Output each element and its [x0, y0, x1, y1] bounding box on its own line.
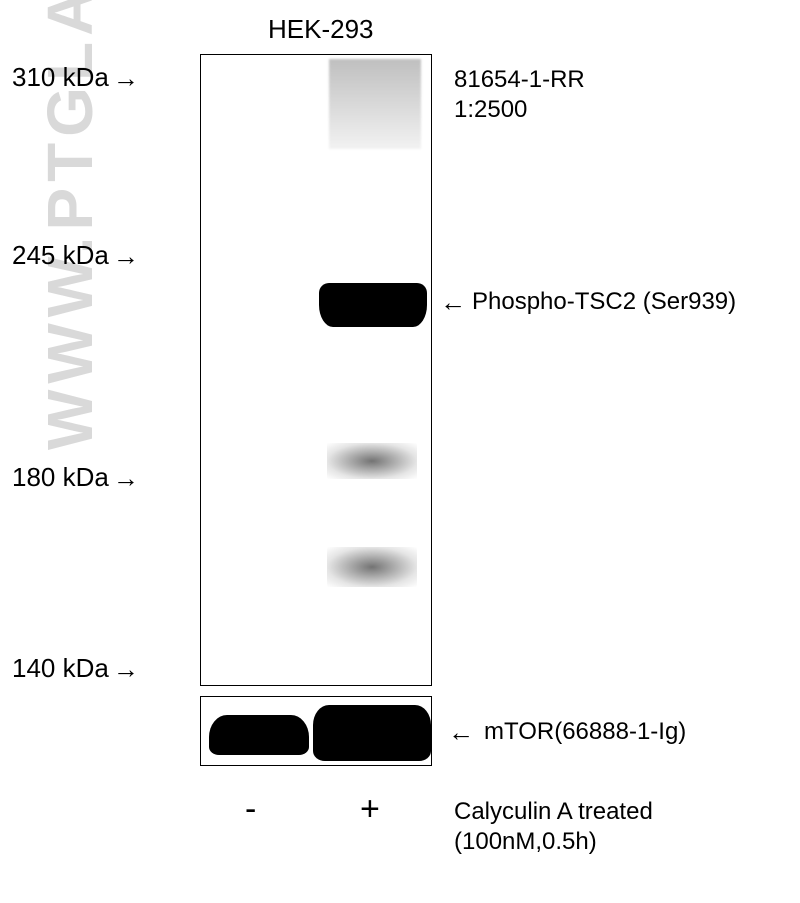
mw-marker-140: 140 kDa → [12, 653, 139, 684]
main-blot-panel [200, 54, 432, 686]
mw-marker-label: 310 kDa [12, 62, 109, 93]
faint-band [327, 547, 417, 587]
figure-container: WWW.PTGLAB.COM HEK-293 81654-1-RR 1:2500… [0, 0, 800, 903]
arrow-right-icon: → [113, 465, 139, 491]
arrow-right-icon: → [113, 243, 139, 269]
loading-control-annotation: ← mTOR(66888-1-Ig) [448, 718, 686, 746]
arrow-right-icon: → [113, 65, 139, 91]
faint-band [327, 443, 417, 479]
mw-marker-label: 245 kDa [12, 240, 109, 271]
mw-marker-245: 245 kDa → [12, 240, 139, 271]
target-label: Phospho-TSC2 (Ser939) [472, 288, 736, 316]
mw-marker-310: 310 kDa → [12, 62, 139, 93]
loading-control-label: mTOR(66888-1-Ig) [484, 718, 686, 746]
cell-line-label: HEK-293 [268, 14, 374, 45]
mw-marker-180: 180 kDa → [12, 462, 139, 493]
lane-sign-treated: + [360, 790, 380, 829]
target-annotation: ← Phospho-TSC2 (Ser939) [440, 288, 736, 316]
phospho-tsc2-band [319, 283, 427, 327]
mtor-band-treated [313, 705, 431, 761]
blot-smear [329, 59, 421, 149]
treatment-label-line1: Calyculin A treated [454, 798, 653, 826]
arrow-left-icon: ← [440, 289, 466, 315]
loading-control-panel [200, 696, 432, 766]
arrow-left-icon: ← [448, 719, 474, 745]
mw-marker-label: 180 kDa [12, 462, 109, 493]
treatment-label-line2: (100nM,0.5h) [454, 828, 597, 856]
arrow-right-icon: → [113, 656, 139, 682]
dilution-label: 1:2500 [454, 96, 527, 124]
mw-marker-label: 140 kDa [12, 653, 109, 684]
mtor-band-untreated [209, 715, 309, 755]
lane-sign-untreated: - [245, 790, 256, 829]
antibody-id-label: 81654-1-RR [454, 66, 585, 94]
